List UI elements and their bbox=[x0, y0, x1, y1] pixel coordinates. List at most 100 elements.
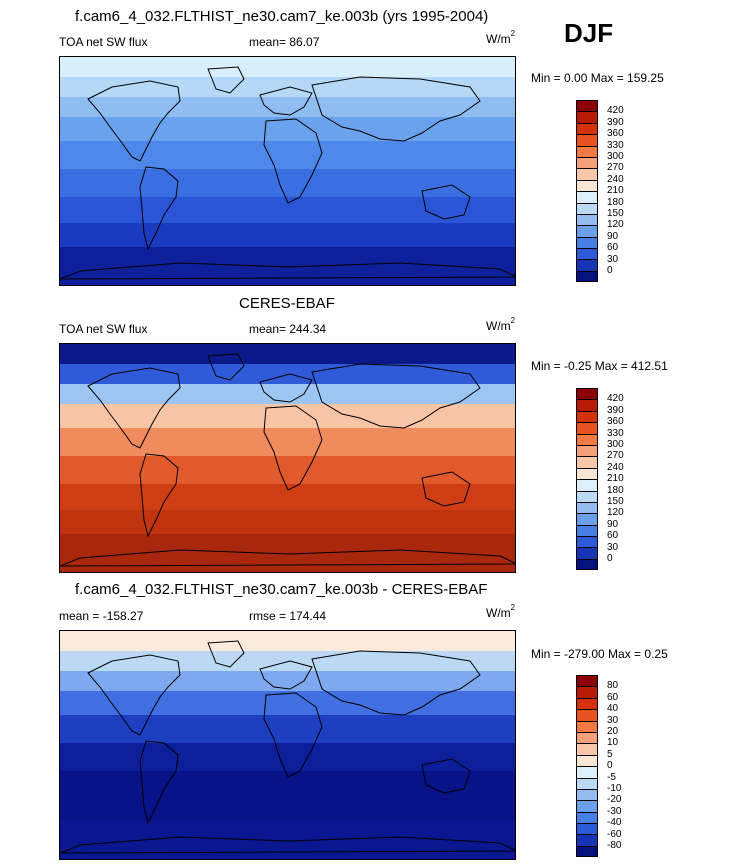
colorbar-tick-label: 60 bbox=[607, 242, 619, 254]
panel1-lat-band bbox=[60, 141, 515, 169]
colorbar-tick-label: 150 bbox=[607, 496, 624, 507]
colorbar-swatch bbox=[576, 399, 598, 411]
panel3-map bbox=[59, 630, 516, 860]
season-label: DJF bbox=[564, 18, 614, 48]
colorbar-tick-label: -10 bbox=[607, 783, 622, 794]
panel1-lat-band bbox=[60, 57, 515, 77]
colorbar-swatch bbox=[576, 433, 598, 445]
colorbar-swatch bbox=[576, 388, 598, 400]
panel2-lat-band bbox=[60, 384, 515, 404]
panel1-coastline bbox=[311, 76, 481, 142]
panel2-lat-band bbox=[60, 510, 515, 534]
colorbar-tick-label: 0 bbox=[607, 760, 613, 772]
panel2-coastline bbox=[263, 405, 323, 491]
colorbar-swatch bbox=[576, 444, 598, 457]
panel3-rmse-label: rmse = 174.44 bbox=[249, 609, 327, 623]
panel1-coastline bbox=[87, 80, 181, 162]
panel2-coastline bbox=[421, 471, 471, 507]
panel2-mean-label: mean= 244.34 bbox=[249, 322, 327, 336]
colorbar-swatch bbox=[576, 490, 598, 502]
panel3-minmax: Min = -279.00 Max = 0.25 bbox=[531, 647, 668, 661]
colorbar-tick-label: 150 bbox=[607, 208, 624, 219]
panel3-title: f.cam6_4_032.FLTHIST_ne30.cam7_ke.003b -… bbox=[75, 581, 488, 598]
colorbar-swatch bbox=[576, 845, 598, 858]
panel1-units: W/m2 bbox=[486, 29, 516, 46]
panel3-coastline bbox=[60, 836, 515, 854]
colorbar-tick-label: 0 bbox=[607, 553, 613, 564]
colorbar-swatch bbox=[576, 811, 598, 824]
colorbar-tick-label: 20 bbox=[607, 726, 619, 737]
colorbar-swatch bbox=[576, 720, 598, 732]
colorbar-swatch bbox=[576, 111, 598, 123]
colorbar-swatch bbox=[576, 100, 598, 112]
colorbar-swatch bbox=[576, 456, 598, 468]
colorbar-swatch bbox=[576, 467, 598, 480]
panel2-coastline bbox=[60, 549, 515, 567]
panel2-lat-band bbox=[60, 428, 515, 456]
colorbar-swatch bbox=[576, 179, 598, 192]
colorbar-swatch bbox=[576, 479, 598, 491]
panel2-colorbar bbox=[576, 388, 598, 571]
panel1-lat-band bbox=[60, 169, 515, 197]
colorbar-swatch bbox=[576, 675, 598, 687]
colorbar-tick-label: -20 bbox=[607, 794, 622, 806]
panel2-lat-band bbox=[60, 364, 515, 384]
colorbar-swatch bbox=[576, 788, 598, 801]
colorbar-swatch bbox=[576, 236, 598, 249]
colorbar-tick-label: 210 bbox=[607, 185, 624, 197]
colorbar-tick-label: 360 bbox=[607, 128, 624, 140]
colorbar-swatch bbox=[576, 766, 598, 778]
colorbar-swatch bbox=[576, 513, 598, 525]
colorbar-tick-label: 390 bbox=[607, 404, 624, 416]
colorbar-tick-label: 300 bbox=[607, 151, 624, 162]
colorbar-swatch bbox=[576, 422, 598, 434]
panel1-coastline bbox=[60, 262, 515, 280]
colorbar-tick-label: 420 bbox=[607, 105, 624, 117]
colorbar-swatch bbox=[576, 547, 598, 559]
panel3-lat-band bbox=[60, 771, 515, 797]
panel3-units: W/m2 bbox=[486, 603, 516, 620]
panel3-lat-band bbox=[60, 797, 515, 821]
colorbar-swatch bbox=[576, 558, 598, 571]
panel2-coastline bbox=[87, 367, 181, 449]
panel2-coastline bbox=[207, 353, 245, 381]
colorbar-tick-label: 90 bbox=[607, 518, 619, 530]
colorbar-swatch bbox=[576, 743, 598, 755]
panel2-coastline bbox=[139, 453, 179, 538]
colorbar-tick-label: 80 bbox=[607, 680, 619, 692]
colorbar-tick-label: 40 bbox=[607, 703, 619, 715]
panel1-lat-band bbox=[60, 77, 515, 97]
panel3-coastline bbox=[259, 660, 313, 690]
colorbar-tick-label: 270 bbox=[607, 450, 624, 462]
colorbar-tick-label: -80 bbox=[607, 840, 622, 851]
panel3-coastline bbox=[421, 758, 471, 794]
colorbar-swatch bbox=[576, 800, 598, 812]
panel1-left-label: TOA net SW flux bbox=[59, 35, 148, 49]
panel1-coastline bbox=[139, 166, 179, 251]
panel1-mean-label: mean= 86.07 bbox=[249, 35, 320, 49]
colorbar-tick-label: -60 bbox=[607, 828, 622, 840]
colorbar-tick-label: 420 bbox=[607, 393, 624, 405]
panel3-lat-band bbox=[60, 743, 515, 771]
panel2-lat-band bbox=[60, 484, 515, 510]
panel1-colorbar bbox=[576, 100, 598, 283]
colorbar-tick-label: 330 bbox=[607, 139, 624, 151]
colorbar-swatch bbox=[576, 122, 598, 135]
colorbar-tick-label: 120 bbox=[607, 507, 624, 519]
colorbar-swatch bbox=[576, 524, 598, 537]
colorbar-tick-label: 120 bbox=[607, 219, 624, 231]
colorbar-tick-label: -5 bbox=[607, 771, 616, 783]
colorbar-swatch bbox=[576, 777, 598, 789]
panel2-minmax: Min = -0.25 Max = 412.51 bbox=[531, 359, 668, 373]
colorbar-swatch bbox=[576, 709, 598, 721]
colorbar-swatch bbox=[576, 225, 598, 237]
panel3-lat-band bbox=[60, 651, 515, 671]
colorbar-tick-label: 30 bbox=[607, 541, 619, 553]
panel1-map bbox=[59, 56, 516, 286]
panel3-lat-band bbox=[60, 671, 515, 691]
colorbar-swatch bbox=[576, 168, 598, 180]
colorbar-tick-label: 60 bbox=[607, 691, 619, 703]
main-title: f.cam6_4_032.FLTHIST_ne30.cam7_ke.003b (… bbox=[75, 8, 489, 25]
colorbar-tick-label: 390 bbox=[607, 116, 624, 128]
panel2-map bbox=[59, 343, 516, 573]
